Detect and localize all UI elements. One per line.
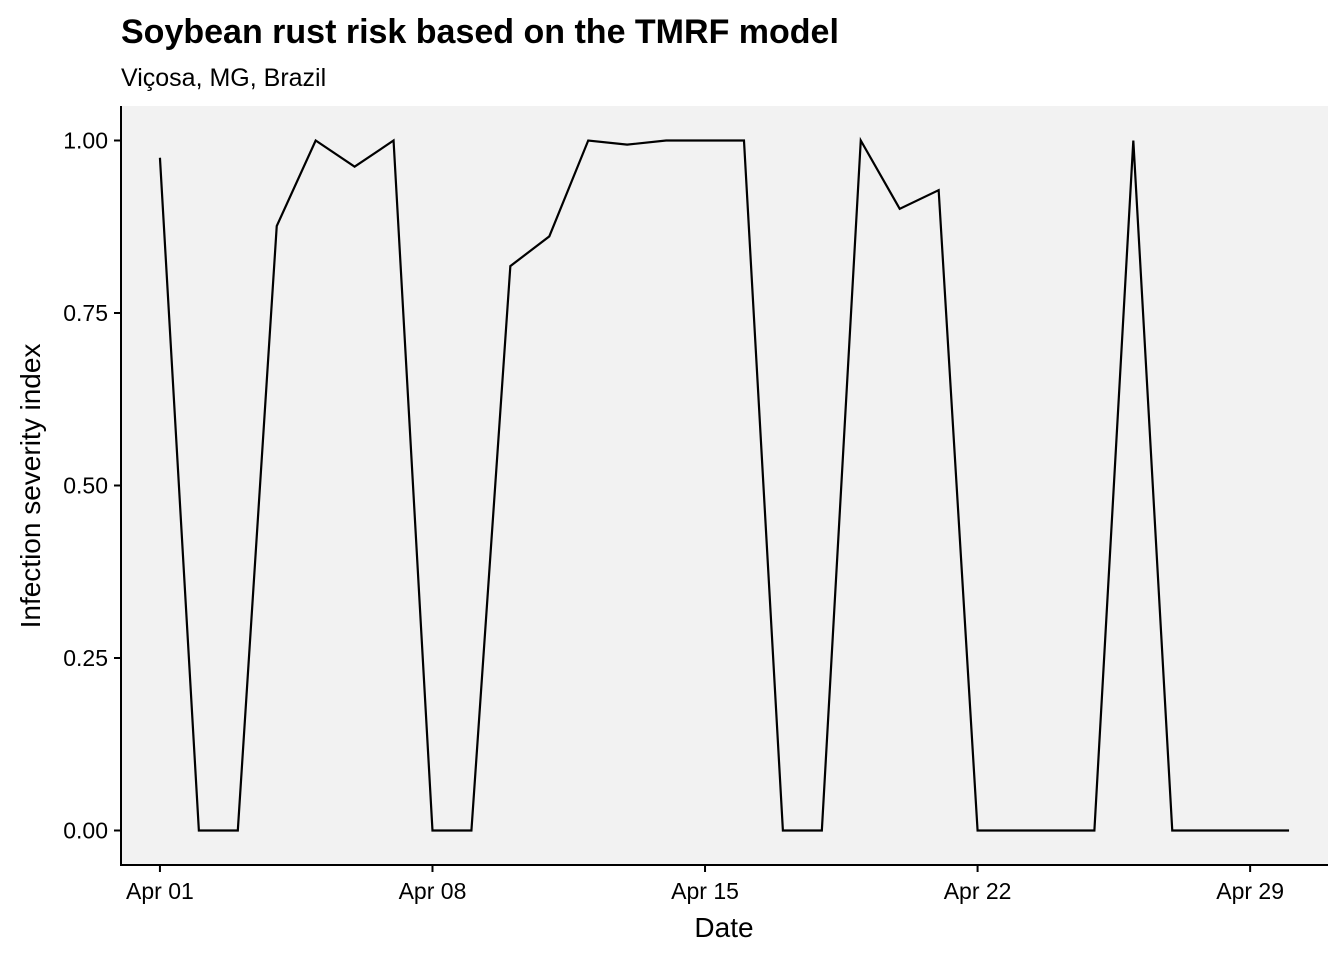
x-axis-title: Date	[694, 912, 753, 943]
x-axis-ticks: Apr 01 Apr 08 Apr 15 Apr 22 Apr 29	[126, 865, 1284, 904]
x-tick-label: Apr 01	[126, 878, 194, 904]
y-axis-ticks: 0.00 0.25 0.50 0.75 1.00	[63, 128, 121, 844]
series-line	[158, 136, 1290, 832]
y-tick-label: 0.75	[63, 300, 108, 326]
y-tick-label: 0.25	[63, 645, 108, 671]
x-tick-label: Apr 15	[671, 878, 739, 904]
y-tick-label: 0.00	[63, 818, 108, 844]
y-tick-label: 0.50	[63, 473, 108, 499]
chart-subtitle: Viçosa, MG, Brazil	[121, 64, 326, 92]
y-tick-label: 1.00	[63, 128, 108, 154]
x-tick-label: Apr 29	[1216, 878, 1284, 904]
y-axis-title: Infection severity index	[15, 344, 46, 629]
plot-panel	[121, 106, 1328, 865]
x-tick-label: Apr 22	[944, 878, 1012, 904]
chart-title: Soybean rust risk based on the TMRF mode…	[121, 13, 839, 51]
x-tick-label: Apr 08	[399, 878, 467, 904]
